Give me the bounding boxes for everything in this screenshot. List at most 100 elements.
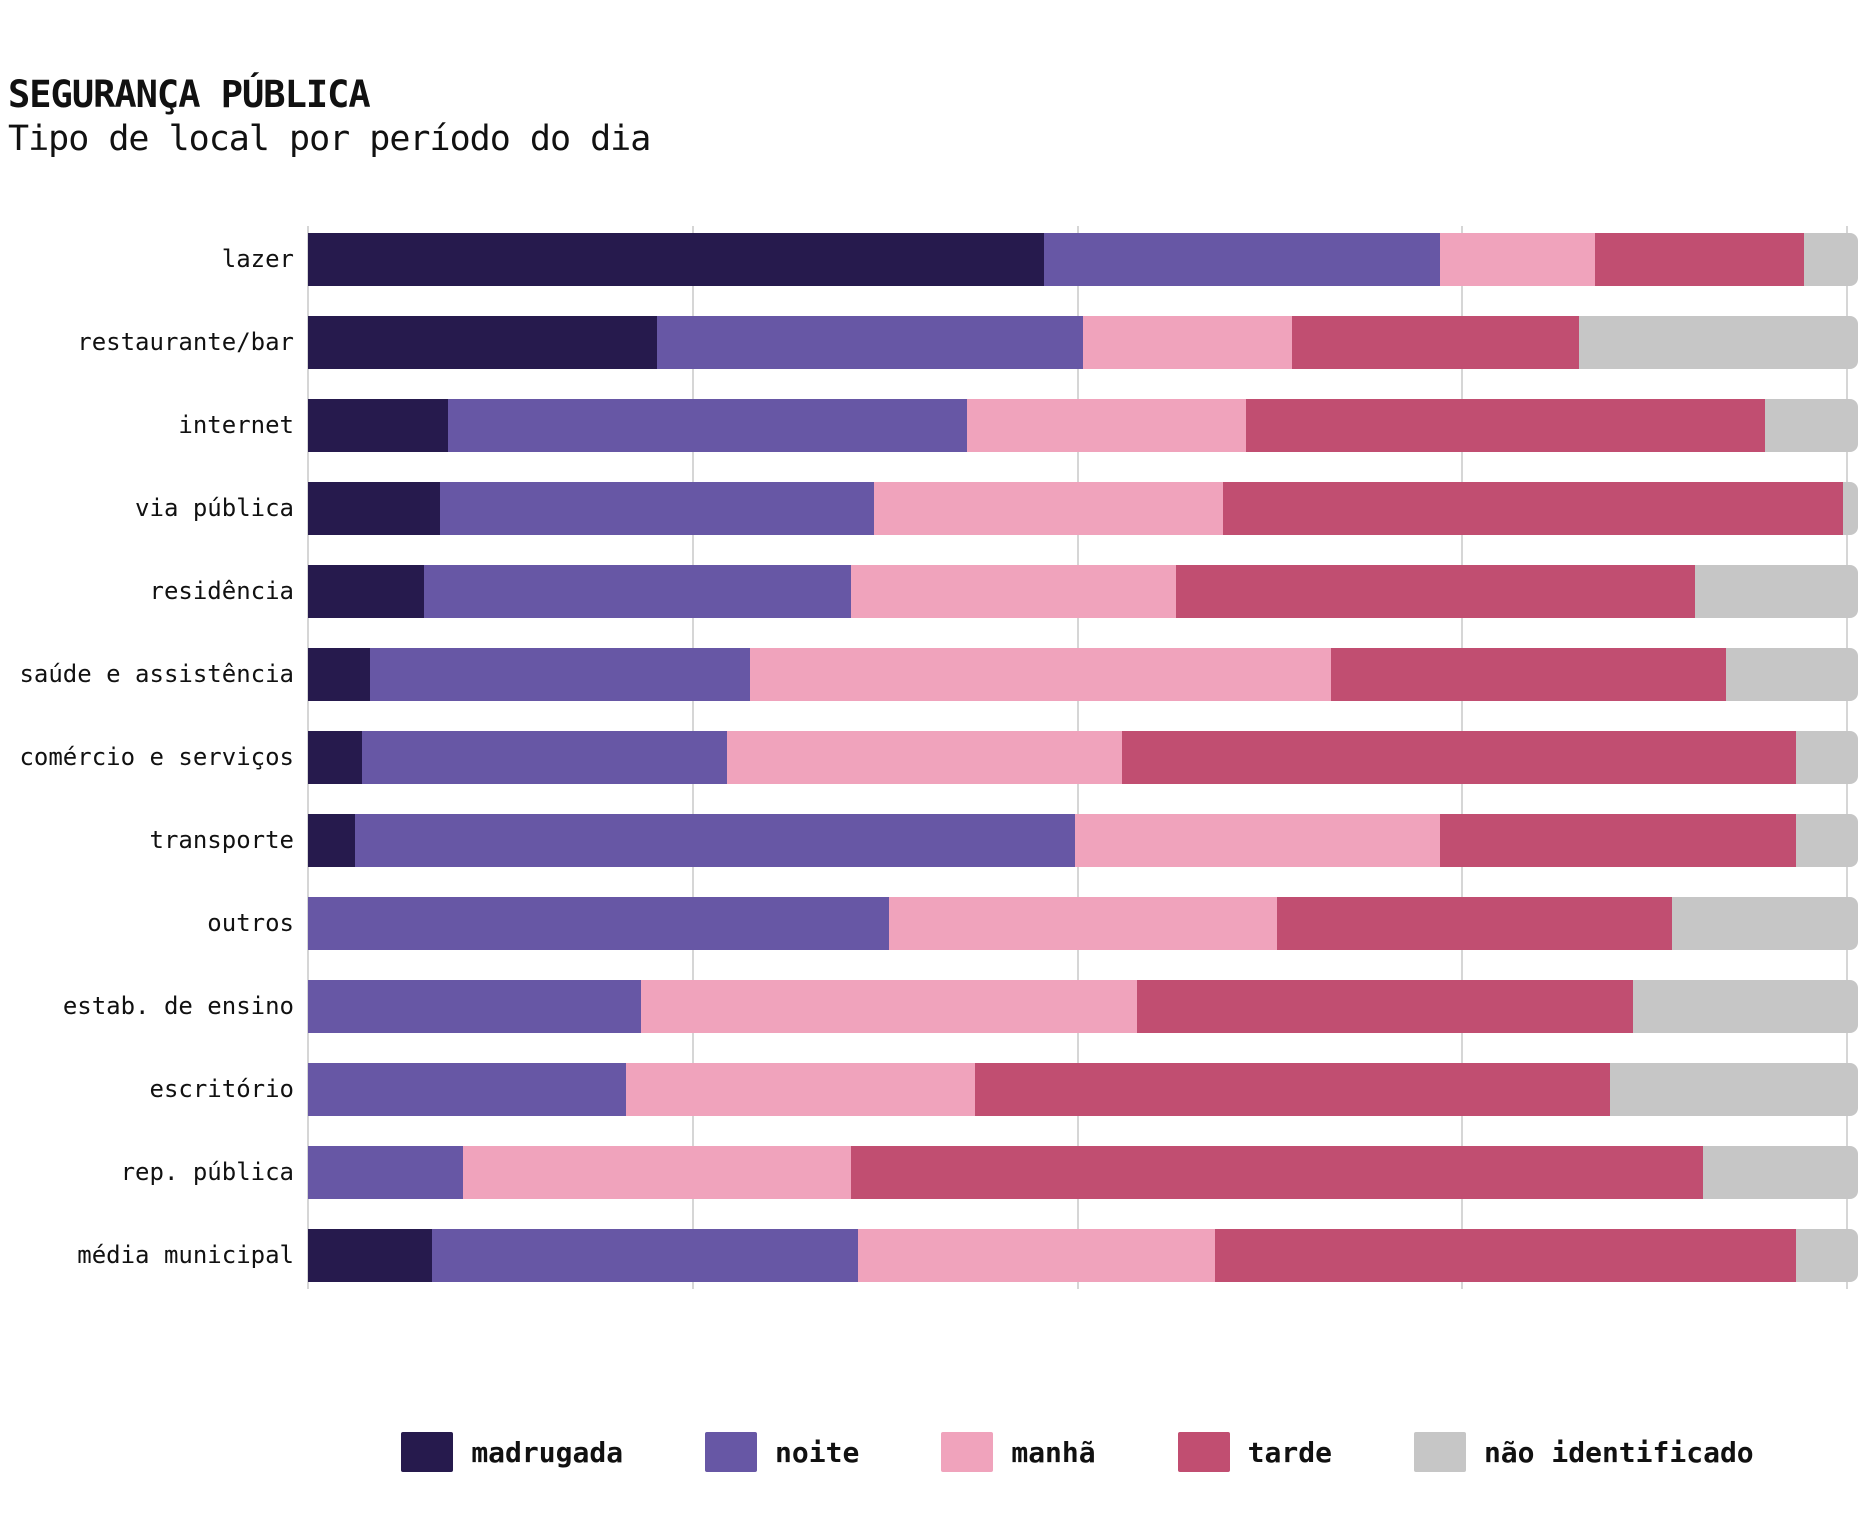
bar-segment-tarde: [1439, 813, 1796, 867]
bar-segment-noite: [370, 647, 750, 701]
chart-header: SEGURANÇA PÚBLICA Tipo de local por perí…: [0, 0, 1858, 159]
bar-segment-nao-identificado: [1633, 979, 1858, 1033]
bar-segment-noite: [308, 979, 642, 1033]
row-label: estab. de ensino: [62, 991, 294, 1020]
bar-segment-tarde: [1594, 232, 1804, 286]
row-label: internet: [178, 410, 294, 439]
row-label: residência: [149, 576, 295, 605]
bar-row: transporte: [0, 813, 1858, 867]
bar-segment-tarde: [1176, 564, 1696, 618]
legend-label-noite: noite: [775, 1435, 860, 1469]
bar-segment-madrugada: [308, 315, 657, 369]
bar-segment-nao-identificado: [1796, 813, 1858, 867]
bar-segment-manha: [850, 564, 1176, 618]
bar-segment-noite: [439, 481, 874, 535]
legend-label-madrugada: madrugada: [471, 1435, 624, 1469]
bar-row: estab. de ensino: [0, 979, 1858, 1033]
bar-segment-noite: [308, 1145, 463, 1199]
bar-segment-noite: [447, 398, 967, 452]
legend-label-nao-identificado: não identificado: [1483, 1435, 1754, 1469]
row-label: escritório: [149, 1074, 295, 1103]
row-label: saúde e assistência: [19, 659, 294, 688]
bar-segment-manha: [463, 1145, 851, 1199]
bar-segment-noite: [308, 1062, 626, 1116]
bar-segment-noite: [424, 564, 851, 618]
bar-segment-manha: [858, 1228, 1215, 1282]
legend: madrugada noite manhã tarde não identificado: [308, 1432, 1847, 1472]
bar-track: [308, 1145, 1858, 1199]
bar-row: rep. pública: [0, 1145, 1858, 1199]
bar-segment-manha: [873, 481, 1223, 535]
bar-track: [308, 896, 1858, 950]
bar-segment-nao-identificado: [1579, 315, 1858, 369]
bar-row: saúde e assistência: [0, 647, 1858, 701]
bar-segment-manha: [749, 647, 1331, 701]
bar-row: residência: [0, 564, 1858, 618]
bar-segment-nao-identificado: [1703, 1145, 1858, 1199]
row-label: lazer: [221, 244, 294, 273]
row-label: comércio e serviços: [19, 742, 294, 771]
bar-segment-tarde: [1121, 730, 1796, 784]
legend-item-noite: noite: [705, 1432, 859, 1472]
bar-segment-nao-identificado: [1672, 896, 1858, 950]
bar-segment-madrugada: [308, 730, 363, 784]
bar-track: [308, 315, 1858, 369]
bar-track: [308, 398, 1858, 452]
legend-swatch-tarde: [1177, 1432, 1230, 1472]
bar-segment-manha: [966, 398, 1246, 452]
legend-label-tarde: tarde: [1247, 1435, 1332, 1469]
bar-track: [308, 979, 1858, 1033]
row-label: via pública: [135, 493, 294, 522]
bar-segment-noite: [656, 315, 1083, 369]
chart-title: SEGURANÇA PÚBLICA: [8, 73, 371, 116]
bar-segment-tarde: [1292, 315, 1579, 369]
bar-segment-manha: [1439, 232, 1595, 286]
bar-segment-tarde: [1331, 647, 1727, 701]
stacked-bar-chart: lazer restaurante/bar internet via pública r…: [0, 225, 1858, 1289]
bar-track: [308, 1062, 1858, 1116]
bar-segment-tarde: [1222, 481, 1843, 535]
bar-row: via pública: [0, 481, 1858, 535]
bar-segment-madrugada: [308, 1228, 432, 1282]
bar-segment-nao-identificado: [1726, 647, 1858, 701]
legend-swatch-nao-identificado: [1413, 1432, 1466, 1472]
bar-row: média municipal: [0, 1228, 1858, 1282]
legend-item-tarde: tarde: [1177, 1432, 1332, 1472]
bar-track: [308, 730, 1858, 784]
bar-row: outros: [0, 896, 1858, 950]
bar-row: internet: [0, 398, 1858, 452]
chart-subtitle: Tipo de local por período do dia: [8, 118, 651, 159]
bar-segment-manha: [889, 896, 1277, 950]
bar-segment-noite: [432, 1228, 859, 1282]
bar-track: [308, 564, 1858, 618]
bar-track: [308, 647, 1858, 701]
bar-row: restaurante/bar: [0, 315, 1858, 369]
legend-swatch-noite: [705, 1432, 758, 1472]
bar-segment-tarde: [1276, 896, 1672, 950]
bar-segment-noite: [308, 896, 890, 950]
bar-segment-nao-identificado: [1796, 1228, 1858, 1282]
bar-segment-noite: [354, 813, 1076, 867]
bar-segment-madrugada: [308, 813, 355, 867]
legend-swatch-manha: [941, 1432, 994, 1472]
bar-track: [308, 1228, 1858, 1282]
bar-segment-noite: [362, 730, 727, 784]
bar-segment-nao-identificado: [1803, 232, 1858, 286]
bar-segment-tarde: [1137, 979, 1634, 1033]
bar-segment-manha: [641, 979, 1138, 1033]
legend-item-manha: manhã: [941, 1432, 1096, 1472]
row-label: restaurante/bar: [77, 327, 294, 356]
bar-segment-nao-identificado: [1610, 1062, 1858, 1116]
bar-segment-manha: [1075, 813, 1440, 867]
bar-row: comércio e serviços: [0, 730, 1858, 784]
legend-swatch-madrugada: [401, 1432, 454, 1472]
bar-track: [308, 481, 1858, 535]
bar-segment-nao-identificado: [1842, 481, 1858, 535]
bar-segment-madrugada: [308, 481, 440, 535]
bar-track: [308, 813, 1858, 867]
bar-segment-madrugada: [308, 232, 1045, 286]
bar-segment-madrugada: [308, 398, 448, 452]
bar-segment-tarde: [1214, 1228, 1796, 1282]
bar-row: escritório: [0, 1062, 1858, 1116]
